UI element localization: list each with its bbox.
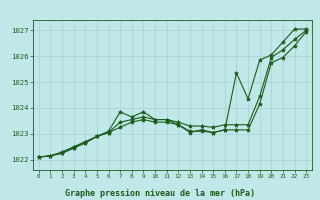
Text: Graphe pression niveau de la mer (hPa): Graphe pression niveau de la mer (hPa)	[65, 189, 255, 198]
